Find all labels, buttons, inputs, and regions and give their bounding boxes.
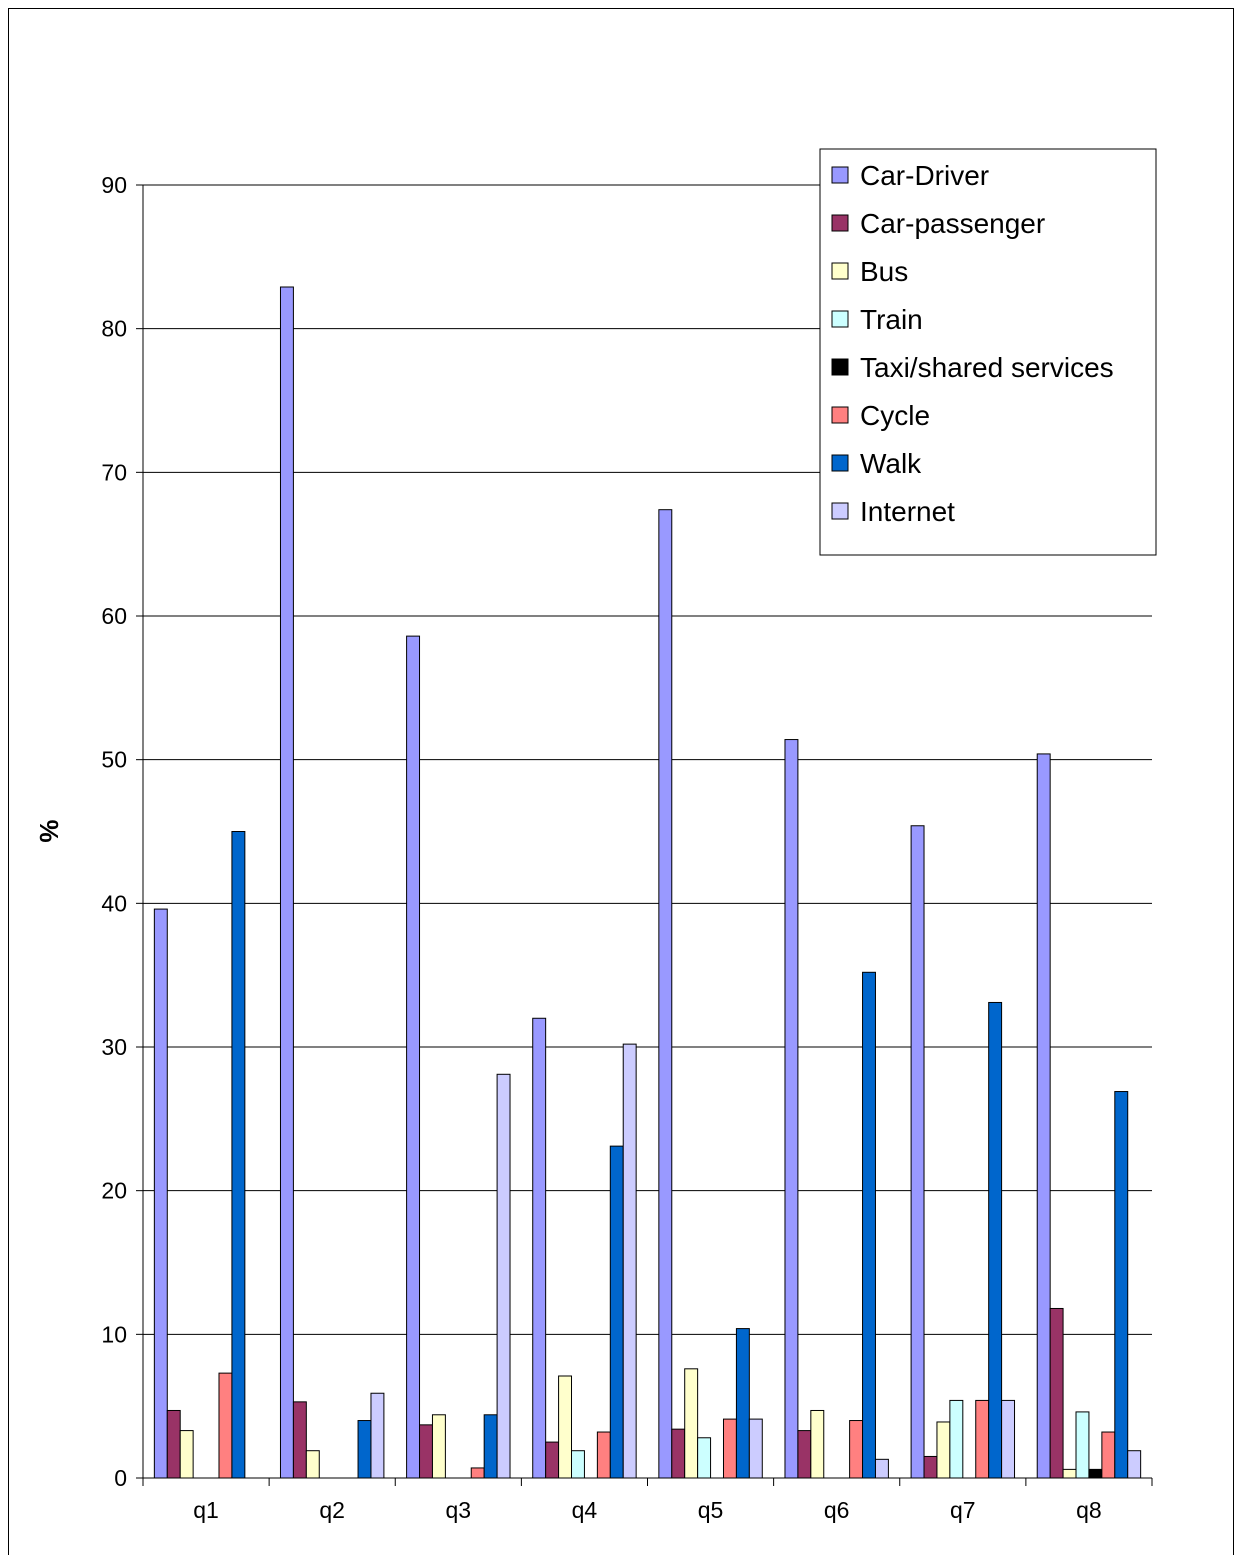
bar [797, 1430, 812, 1479]
bar [784, 739, 799, 1479]
y-tick-label: 20 [101, 1178, 127, 1204]
x-tick-label: q1 [193, 1497, 219, 1523]
bar [496, 1073, 511, 1479]
bar [936, 1421, 951, 1479]
x-tick-labels: q1 q2 q3 q4 q5 q6 q7 q8 [193, 1497, 1101, 1523]
y-tick-label: 40 [101, 890, 127, 916]
legend-label: Cycle [860, 400, 930, 431]
x-tick-label: q6 [824, 1497, 850, 1523]
x-tick-label: q3 [446, 1497, 472, 1523]
bar [532, 1017, 547, 1479]
bar [370, 1392, 385, 1479]
legend-swatch [831, 262, 849, 280]
legend-swatch [831, 502, 849, 520]
legend-swatch [831, 310, 849, 328]
legend-swatch [831, 214, 849, 232]
bar [671, 1428, 686, 1479]
y-tick-label: 10 [101, 1321, 127, 1347]
bar [153, 908, 168, 1479]
bar [923, 1455, 938, 1479]
legend-label: Internet [860, 496, 955, 527]
bar [810, 1409, 825, 1479]
legend-label: Bus [860, 256, 908, 287]
y-axis-label: % [34, 819, 64, 842]
x-tick-label: q8 [1076, 1497, 1102, 1523]
bar [305, 1450, 320, 1479]
x-tick-label: q7 [950, 1497, 976, 1523]
bar [166, 1409, 181, 1479]
bar [596, 1431, 611, 1479]
bar [697, 1437, 712, 1479]
bar [874, 1458, 889, 1479]
bar [431, 1414, 446, 1479]
bar [684, 1368, 699, 1479]
x-tick-label: q5 [698, 1497, 724, 1523]
bar [658, 509, 673, 1479]
bar [609, 1145, 624, 1479]
bar [1049, 1307, 1064, 1479]
legend-label: Taxi/shared services [860, 352, 1114, 383]
legend-label: Train [860, 304, 923, 335]
bar [419, 1424, 433, 1479]
bar [849, 1420, 864, 1479]
bar [1036, 753, 1051, 1479]
legend-label: Car-Driver [860, 160, 989, 191]
y-tick-label: 70 [101, 459, 127, 485]
bar [1101, 1431, 1116, 1479]
bar [571, 1450, 585, 1479]
bar [735, 1328, 750, 1479]
bar [231, 831, 246, 1479]
bar [975, 1399, 990, 1479]
bar [1062, 1468, 1077, 1479]
legend-swatch [831, 454, 849, 472]
bar [1075, 1411, 1090, 1479]
axes [136, 184, 1153, 1486]
chart-frame [8, 8, 1234, 1555]
bar [357, 1420, 372, 1479]
bar [1001, 1399, 1016, 1479]
legend-swatch [831, 406, 849, 424]
legend-label: Car-passenger [860, 208, 1045, 239]
bar [545, 1441, 560, 1479]
bar [910, 825, 925, 1479]
x-tick-label: q2 [319, 1497, 345, 1523]
bar [949, 1399, 964, 1479]
legend-label: Walk [860, 448, 922, 479]
bar [748, 1418, 763, 1479]
legend: Car-Driver Car-passenger Bus Train Taxi/shar… [819, 148, 1157, 556]
bar [279, 286, 294, 1479]
bar [862, 971, 876, 1479]
bar [722, 1418, 737, 1479]
y-tick-label: 90 [101, 172, 127, 198]
y-tick-label: 0 [114, 1465, 127, 1491]
x-tick-label: q4 [572, 1497, 598, 1523]
bar [292, 1401, 307, 1479]
bar [1114, 1091, 1129, 1479]
bar [558, 1375, 573, 1479]
bar [622, 1043, 637, 1479]
bar [406, 635, 421, 1479]
legend-box [819, 148, 1157, 556]
bar [179, 1430, 194, 1479]
y-tick-labels: 0 10 20 30 40 50 60 70 80 90 [101, 172, 127, 1491]
bar [483, 1414, 498, 1479]
legend-swatch [831, 358, 849, 376]
legend-swatch [831, 166, 849, 184]
bar [1088, 1468, 1103, 1479]
bar [218, 1372, 233, 1479]
bar [470, 1467, 485, 1479]
y-tick-label: 60 [101, 603, 127, 629]
y-tick-label: 30 [101, 1034, 127, 1060]
y-tick-label: 50 [101, 747, 127, 773]
bar [1127, 1450, 1142, 1479]
bar [988, 1001, 1003, 1479]
y-tick-label: 80 [101, 316, 127, 342]
